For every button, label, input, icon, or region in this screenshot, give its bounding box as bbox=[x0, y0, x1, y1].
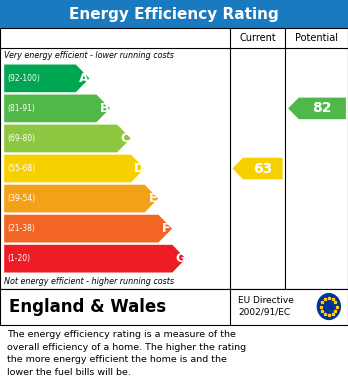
Text: (55-68): (55-68) bbox=[7, 164, 35, 173]
Text: Current: Current bbox=[239, 33, 276, 43]
Text: (39-54): (39-54) bbox=[7, 194, 35, 203]
Bar bbox=[0, 0, 348, 28]
Text: D: D bbox=[134, 162, 144, 175]
Text: A: A bbox=[79, 72, 89, 85]
Polygon shape bbox=[4, 245, 186, 273]
Polygon shape bbox=[4, 155, 144, 182]
Text: C: C bbox=[120, 132, 130, 145]
Text: Potential: Potential bbox=[295, 33, 338, 43]
Polygon shape bbox=[288, 98, 346, 119]
Text: G: G bbox=[175, 252, 185, 265]
Polygon shape bbox=[4, 215, 172, 242]
Text: F: F bbox=[162, 222, 171, 235]
Text: Very energy efficient - lower running costs: Very energy efficient - lower running co… bbox=[4, 51, 174, 61]
Text: (81-91): (81-91) bbox=[7, 104, 35, 113]
Bar bbox=[0, 28, 348, 289]
Text: E: E bbox=[149, 192, 157, 205]
Bar bbox=[0, 289, 348, 325]
Text: (69-80): (69-80) bbox=[7, 134, 35, 143]
Polygon shape bbox=[4, 185, 158, 212]
Text: England & Wales: England & Wales bbox=[9, 298, 166, 316]
Text: (1-20): (1-20) bbox=[7, 254, 30, 263]
Text: Energy Efficiency Rating: Energy Efficiency Rating bbox=[69, 7, 279, 22]
Circle shape bbox=[317, 294, 340, 319]
Polygon shape bbox=[4, 125, 131, 152]
Text: B: B bbox=[100, 102, 109, 115]
Text: EU Directive
2002/91/EC: EU Directive 2002/91/EC bbox=[238, 296, 294, 317]
Text: Not energy efficient - higher running costs: Not energy efficient - higher running co… bbox=[4, 276, 174, 286]
Polygon shape bbox=[232, 158, 283, 179]
Text: (92-100): (92-100) bbox=[7, 74, 40, 83]
Text: 63: 63 bbox=[253, 161, 272, 176]
Polygon shape bbox=[4, 65, 89, 92]
Text: 82: 82 bbox=[313, 101, 332, 115]
Polygon shape bbox=[4, 95, 110, 122]
Text: (21-38): (21-38) bbox=[7, 224, 35, 233]
Text: The energy efficiency rating is a measure of the
overall efficiency of a home. T: The energy efficiency rating is a measur… bbox=[7, 330, 246, 377]
